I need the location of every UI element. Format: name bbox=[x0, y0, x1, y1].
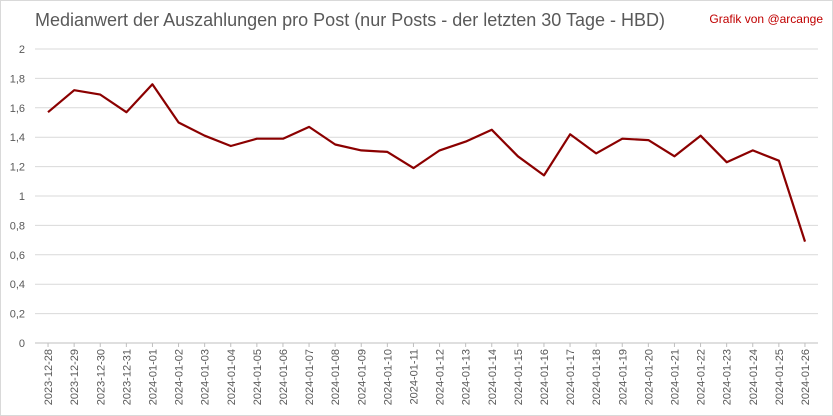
y-tick-label: 1,4 bbox=[10, 132, 25, 144]
y-tick-label: 1,6 bbox=[10, 103, 25, 115]
y-tick-label: 2 bbox=[19, 44, 25, 56]
x-tick-label: 2023-12-31 bbox=[121, 349, 133, 405]
x-tick-label: 2024-01-21 bbox=[669, 349, 681, 405]
y-tick-label: 0,8 bbox=[10, 220, 25, 232]
y-axis-ticks: 0 0,2 0,4 0,6 0,8 1 1,2 1,4 1,6 1,8 2 bbox=[10, 44, 25, 350]
x-tick-label: 2024-01-03 bbox=[200, 349, 212, 405]
y-tick-label: 0,4 bbox=[10, 279, 25, 291]
x-tick-label: 2024-01-24 bbox=[748, 349, 760, 405]
x-tick-label: 2024-01-26 bbox=[800, 349, 812, 405]
gridlines bbox=[35, 48, 818, 344]
chart-title: Medianwert der Auszahlungen pro Post (nu… bbox=[35, 10, 665, 30]
y-tick-label: 1,2 bbox=[10, 162, 25, 174]
x-tick-label: 2023-12-28 bbox=[43, 349, 55, 405]
x-tick-label: 2024-01-07 bbox=[304, 349, 316, 405]
x-tick-label: 2023-12-29 bbox=[69, 349, 81, 405]
y-tick-label: 0,6 bbox=[10, 250, 25, 262]
x-tick-label: 2024-01-14 bbox=[487, 349, 499, 405]
x-tick-label: 2024-01-22 bbox=[696, 349, 708, 405]
chart-credit: Grafik von @arcange bbox=[709, 12, 823, 26]
x-tick-label: 2024-01-08 bbox=[330, 349, 342, 405]
x-tick-label: 2024-01-12 bbox=[435, 349, 447, 405]
x-tick-label: 2024-01-19 bbox=[617, 349, 629, 405]
x-tick-label: 2023-12-30 bbox=[95, 349, 107, 405]
x-tick-label: 2024-01-10 bbox=[382, 349, 394, 405]
y-tick-label: 0 bbox=[19, 338, 25, 350]
x-tick-label: 2024-01-25 bbox=[774, 349, 786, 405]
y-tick-label: 1 bbox=[19, 191, 25, 203]
y-tick-label: 1,8 bbox=[10, 73, 25, 85]
x-tick-label: 2024-01-04 bbox=[226, 349, 238, 405]
x-tick-label: 2024-01-15 bbox=[513, 349, 525, 405]
series-line-group bbox=[47, 83, 807, 242]
x-tick-label: 2024-01-20 bbox=[643, 349, 655, 405]
x-tick-label: 2024-01-05 bbox=[252, 349, 264, 405]
x-tick-label: 2024-01-09 bbox=[356, 349, 368, 405]
x-tick-label: 2024-01-23 bbox=[722, 349, 734, 405]
x-axis-ticks: 2023-12-28 2023-12-29 2023-12-30 2023-12-31… bbox=[43, 343, 812, 405]
series-line bbox=[47, 83, 807, 242]
y-tick-label: 0,2 bbox=[10, 309, 25, 321]
x-tick-label: 2024-01-16 bbox=[539, 349, 551, 405]
x-tick-label: 2024-01-01 bbox=[147, 349, 159, 405]
x-tick-label: 2024-01-17 bbox=[565, 349, 577, 405]
x-tick-label: 2024-01-06 bbox=[278, 349, 290, 405]
x-tick-label: 2024-01-13 bbox=[461, 349, 473, 405]
x-tick-label: 2024-01-18 bbox=[591, 349, 603, 405]
x-tick-label: 2024-01-02 bbox=[174, 349, 186, 405]
x-tick-label: 2024-01-11 bbox=[408, 349, 420, 404]
